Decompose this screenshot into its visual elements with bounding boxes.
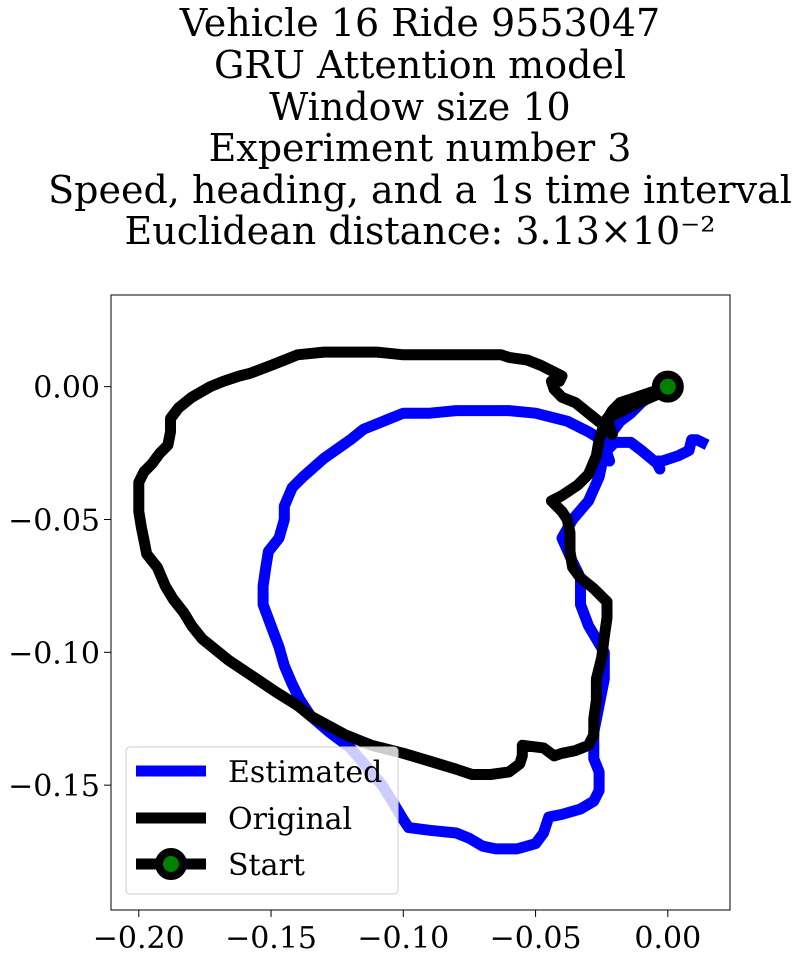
- y-tick-label: −0.15: [8, 769, 100, 804]
- start-marker: [651, 370, 684, 403]
- marker-layer: [651, 370, 684, 403]
- y-tick-label: −0.10: [8, 636, 100, 671]
- series-line-original: [133, 346, 676, 780]
- x-tick-label: −0.20: [93, 921, 185, 956]
- x-tick-label: −0.15: [225, 921, 317, 956]
- title-line-5: Speed, heading, and a 1s time interval: [48, 168, 792, 212]
- legend-label-original: Original: [228, 802, 352, 837]
- legend-label-estimated: Estimated: [228, 755, 382, 790]
- x-axis: −0.20 −0.15 −0.10 −0.05 0.00: [93, 910, 701, 956]
- title-line-3: Window size 10: [269, 85, 570, 129]
- x-tick-label: −0.05: [490, 921, 582, 956]
- chart-title: Vehicle 16 Ride 9553047 GRU Attention mo…: [48, 1, 792, 253]
- legend: Estimated Original Start: [125, 746, 399, 895]
- y-axis: 0.00 −0.05 −0.10 −0.15: [8, 371, 111, 804]
- legend-swatch-start-marker: [155, 848, 187, 880]
- y-tick-label: −0.05: [8, 503, 100, 538]
- legend-label-start: Start: [228, 848, 305, 883]
- title-line-1: Vehicle 16 Ride 9553047: [179, 1, 660, 45]
- y-tick-label: 0.00: [33, 371, 100, 406]
- title-line-4: Experiment number 3: [209, 126, 632, 170]
- x-tick-label: −0.10: [357, 921, 449, 956]
- plot-frame: [110, 294, 731, 911]
- title-line-6: Euclidean distance: 3.13×10⁻²: [125, 209, 716, 253]
- title-line-2: GRU Attention model: [214, 43, 626, 87]
- x-tick-label: 0.00: [634, 921, 701, 956]
- legend-frame: [125, 746, 399, 895]
